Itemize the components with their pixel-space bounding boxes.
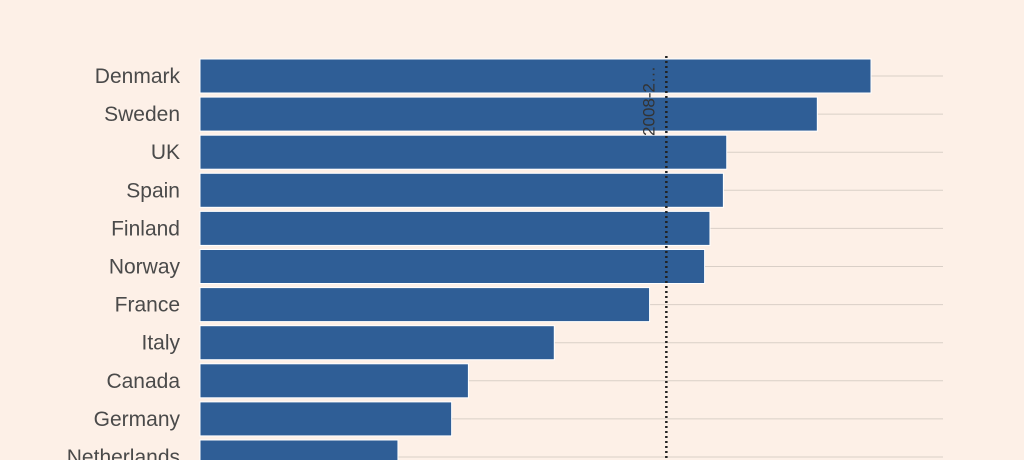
bar-spain [199,172,724,208]
bar-france [199,287,651,323]
bar-italy [199,325,555,361]
category-label: France [115,294,180,317]
category-label: Spain [126,179,180,202]
category-label: Norway [109,256,181,279]
category-label: UK [151,141,180,164]
category-label: Canada [106,370,180,393]
bar-netherlands [199,439,399,460]
category-label: Finland [111,217,180,240]
bar-canada [199,363,469,399]
category-label: Germany [94,408,181,431]
bar-uk [199,134,728,170]
bar-sweden [199,96,818,132]
category-label: Denmark [95,65,181,88]
reference-line-group: 2008-2… [639,56,668,460]
reference-line-label: 2008-2… [639,66,658,136]
bar-denmark [199,58,872,94]
category-label: Netherlands [67,446,180,460]
category-label: Sweden [104,103,180,126]
bar-finland [199,210,711,246]
bars [199,58,872,460]
category-labels: Denmark Sweden UK Spain Finland Norway France I… [67,65,181,460]
bar-norway [199,249,706,284]
category-label: Italy [141,332,180,355]
bar-germany [199,401,453,437]
